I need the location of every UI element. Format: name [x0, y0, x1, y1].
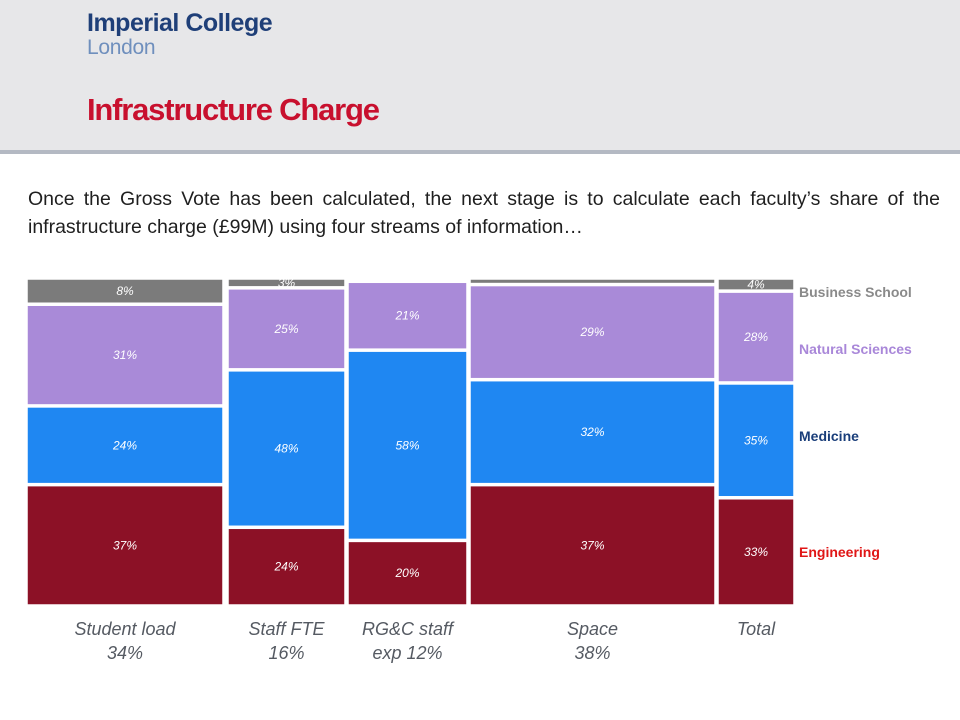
bar-segment-total-engineering — [717, 498, 795, 606]
bar-segment-student-load-business-school — [26, 278, 224, 304]
legend-entry-medicine: Medicine — [799, 428, 859, 444]
data-label-student-load-engineering: 37% — [113, 538, 137, 552]
data-label-total-business-school: 4% — [747, 278, 765, 292]
data-label-total-medicine: 35% — [744, 433, 768, 447]
data-label-rg-c-staff-medicine: 58% — [395, 438, 419, 452]
header-band — [0, 0, 960, 150]
data-label-rg-c-staff-engineering: 20% — [394, 566, 419, 580]
bar-segment-space-medicine — [469, 379, 716, 485]
data-label-staff-fte-engineering: 24% — [273, 560, 298, 574]
data-label-student-load-medicine: 24% — [112, 438, 137, 452]
page-title: Infrastructure Charge — [87, 92, 380, 127]
intro-text: Once the Gross Vote has been calculated,… — [28, 188, 940, 238]
bar-segment-rg-c-staff-business-school — [347, 278, 468, 282]
data-label-rg-c-staff-natural-sciences: 21% — [394, 309, 419, 323]
bar-segment-staff-fte-medicine — [227, 370, 346, 528]
bar-segment-staff-fte-engineering — [227, 527, 346, 606]
data-label-total-engineering: 33% — [744, 545, 768, 559]
bar-segment-space-engineering — [469, 484, 716, 606]
data-label-space-medicine: 32% — [580, 425, 604, 439]
bar-segment-space-natural-sciences — [469, 284, 716, 380]
bar-segment-space-business-school — [469, 278, 716, 285]
bar-segment-rg-c-staff-engineering — [347, 540, 468, 606]
data-label-total-natural-sciences: 28% — [743, 330, 768, 344]
legend-entry-engineering: Engineering — [799, 544, 880, 560]
legend-entry-natural-sciences: Natural Sciences — [799, 341, 912, 357]
data-label-staff-fte-natural-sciences: 25% — [273, 322, 298, 336]
column-label-total: Total — [737, 619, 776, 639]
bar-segment-total-business-school — [717, 278, 795, 291]
bar-segment-staff-fte-natural-sciences — [227, 288, 346, 370]
bar-segment-total-natural-sciences — [717, 291, 795, 383]
data-label-student-load-business-school: 8% — [116, 284, 134, 298]
header-rule — [0, 150, 960, 154]
data-label-space-natural-sciences: 29% — [579, 325, 604, 339]
data-label-staff-fte-medicine: 48% — [274, 442, 298, 456]
column-label-rg-c-staff: RG&C staff exp 12% — [362, 619, 455, 663]
legend-entry-business-school: Business School — [799, 284, 912, 300]
logo-text-secondary: London — [87, 36, 156, 59]
data-label-staff-fte-business-school: 3% — [278, 276, 296, 290]
column-label-staff-fte: Staff FTE 16% — [248, 619, 325, 663]
bar-segment-student-load-medicine — [26, 406, 224, 485]
data-label-student-load-natural-sciences: 31% — [113, 348, 137, 362]
column-label-space: Space 38% — [567, 619, 618, 663]
bar-segment-total-medicine — [717, 383, 795, 498]
bar-segment-staff-fte-business-school — [227, 278, 346, 288]
bar-segment-student-load-engineering — [26, 484, 224, 606]
bar-segment-rg-c-staff-medicine — [347, 350, 468, 541]
logo-text-primary: Imperial College — [87, 9, 273, 37]
bar-segment-student-load-natural-sciences — [26, 304, 224, 406]
bar-segment-rg-c-staff-natural-sciences — [347, 281, 468, 350]
column-label-student-load: Student load 34% — [74, 619, 176, 663]
data-label-space-engineering: 37% — [580, 538, 604, 552]
